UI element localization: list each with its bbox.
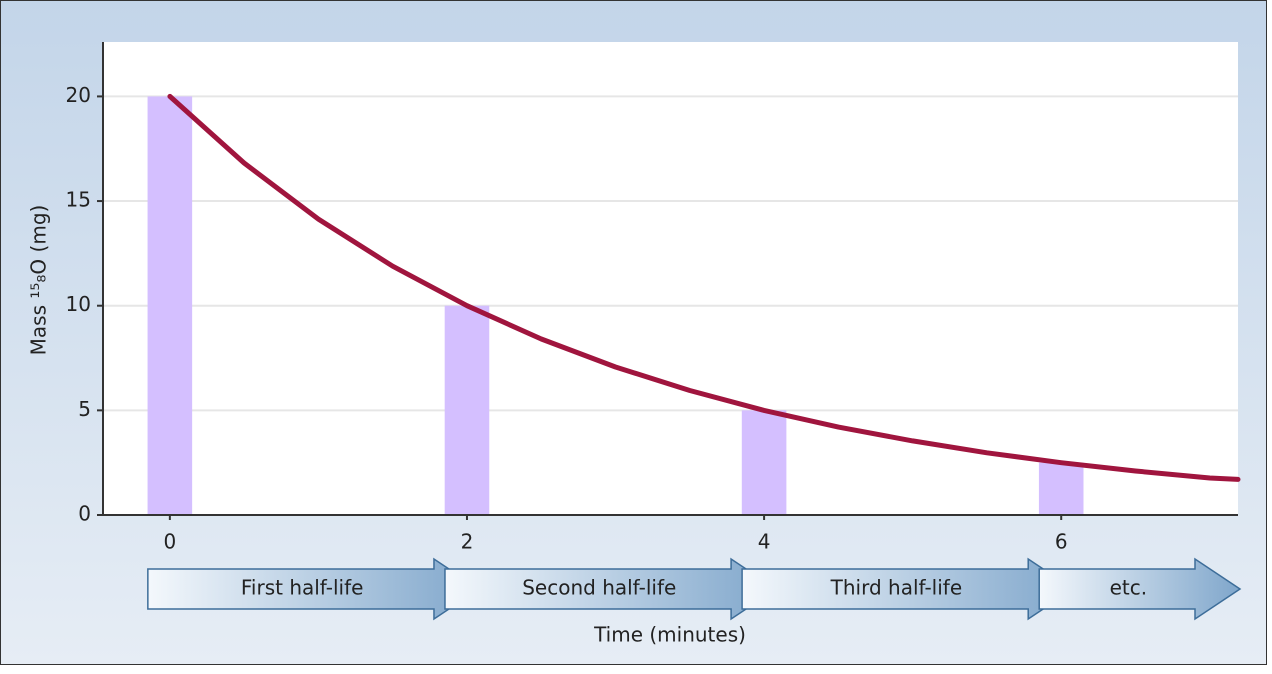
y-tick-label: 15 bbox=[66, 188, 91, 212]
y-tick-label: 20 bbox=[66, 83, 91, 107]
bar bbox=[1038, 462, 1084, 515]
bar bbox=[147, 96, 193, 516]
x-tick-label: 2 bbox=[461, 530, 474, 554]
phase-label: First half-life bbox=[241, 576, 364, 600]
bar bbox=[741, 410, 787, 515]
x-axis-label: Time (minutes) bbox=[593, 623, 746, 647]
phase-label: Second half-life bbox=[522, 576, 676, 600]
x-tick-label: 0 bbox=[163, 530, 176, 554]
x-tick-label: 6 bbox=[1055, 530, 1068, 554]
phase-label: Third half-life bbox=[830, 576, 962, 600]
y-tick-label: 0 bbox=[78, 502, 91, 526]
plot-area bbox=[103, 42, 1238, 515]
y-tick-label: 10 bbox=[66, 292, 91, 316]
y-axis-label: Mass ¹⁵₈O (mg) bbox=[27, 205, 51, 356]
bar bbox=[444, 305, 490, 515]
phase-label: etc. bbox=[1110, 576, 1148, 600]
x-tick-label: 4 bbox=[758, 530, 771, 554]
decay-curve bbox=[167, 93, 1241, 482]
phase-arrow bbox=[1038, 557, 1242, 621]
y-tick-label: 5 bbox=[78, 397, 91, 421]
